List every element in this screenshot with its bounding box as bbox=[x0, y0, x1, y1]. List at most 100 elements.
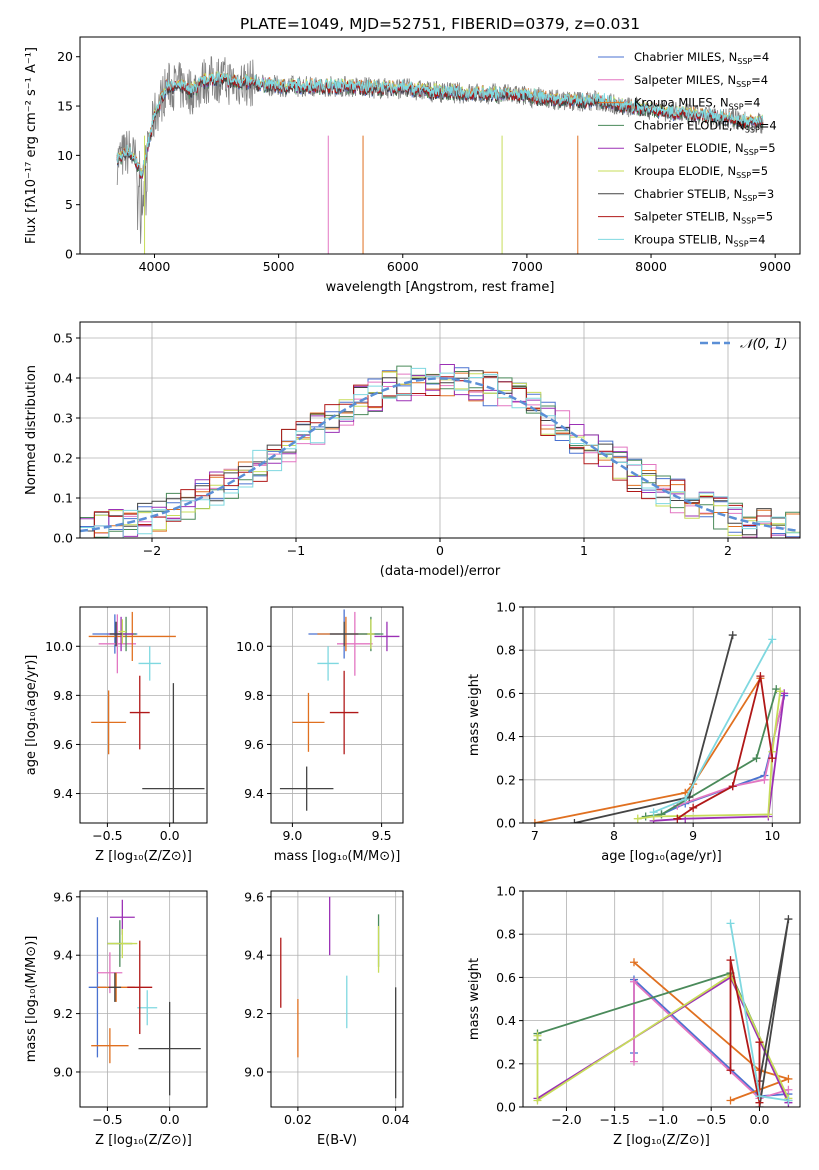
y-tick-label: 0.8 bbox=[496, 643, 516, 658]
legend-label: Chabrier STELIB, NSSP=3 bbox=[634, 187, 774, 203]
y-tick-label: 9.6 bbox=[244, 737, 264, 752]
y-tick-label: 20 bbox=[57, 49, 73, 64]
residual-histogram bbox=[80, 376, 800, 538]
plot-area bbox=[533, 915, 793, 1107]
y-tick-label: 9.4 bbox=[244, 948, 264, 963]
x-tick-label: −2 bbox=[143, 543, 161, 558]
y-tick-label: 9.4 bbox=[53, 948, 73, 963]
plot-area bbox=[280, 896, 397, 1099]
axes-frame bbox=[270, 606, 404, 824]
weight-series-line bbox=[536, 973, 790, 1103]
residual-histogram bbox=[80, 367, 800, 538]
y-tick-label: 0.6 bbox=[496, 686, 516, 701]
x-tick-label: 1 bbox=[580, 543, 588, 558]
weight-series-line bbox=[729, 959, 761, 1103]
x-tick-label: 9.0 bbox=[282, 828, 302, 843]
y-tick-label: 9.4 bbox=[244, 786, 264, 801]
y-tick-label: 1.0 bbox=[496, 600, 516, 615]
x-tick-label: 0 bbox=[436, 543, 444, 558]
weight-point-marker bbox=[768, 635, 777, 644]
legend-label: Salpeter MILES, NSSP=4 bbox=[634, 73, 768, 89]
weight-series-line bbox=[534, 677, 762, 823]
weight-point-marker bbox=[633, 814, 642, 823]
x-tick-label: −1 bbox=[287, 543, 305, 558]
x-axis-label: mass [log₁₀(M/M⊙)] bbox=[274, 849, 401, 864]
y-tick-label: 9.2 bbox=[53, 1006, 73, 1021]
weight-point-marker bbox=[726, 956, 735, 965]
y-tick-label: 10 bbox=[57, 148, 73, 163]
y-tick-label: 10.0 bbox=[45, 639, 73, 654]
legend: Chabrier MILES, NSSP=4 Salpeter MILES, NS… bbox=[598, 50, 777, 248]
massweight_vs_Z-panel: −2.0 −1.5 −1.0 −0.5 0.0 0.0 0.2 0.4 0.6 0.8 1.0 Z [… bbox=[467, 884, 801, 1148]
y-axis-label: mass weight bbox=[467, 958, 482, 1040]
plot-area bbox=[88, 899, 201, 1096]
y-tick-label: 0.5 bbox=[53, 331, 73, 346]
weight-point-marker bbox=[629, 958, 638, 967]
x-tick-label: 4000 bbox=[139, 259, 171, 274]
weight-point-marker bbox=[649, 808, 658, 817]
normal-reference-curve bbox=[80, 377, 800, 533]
x-tick-label: −0.5 bbox=[92, 1112, 122, 1127]
axes-frame bbox=[79, 36, 801, 255]
mass_vs_Z-panel: −0.5 0.0 9.0 9.2 9.4 9.6 Z [log₁₀(Z/Z⊙)] mass [… bbox=[24, 889, 208, 1148]
x-tick-label: 6000 bbox=[387, 259, 419, 274]
y-tick-label: 0.3 bbox=[53, 411, 73, 426]
y-tick-label: 5 bbox=[65, 197, 73, 212]
x-tick-label: 0.04 bbox=[382, 1112, 410, 1127]
model-spectrum bbox=[116, 71, 764, 177]
x-tick-label: −0.5 bbox=[696, 1112, 726, 1127]
weight-point-marker bbox=[728, 631, 737, 640]
weight-point-marker bbox=[689, 803, 698, 812]
y-tick-label: 0.0 bbox=[53, 531, 73, 546]
x-axis-label: (data-model)/error bbox=[380, 564, 501, 579]
x-tick-label: 9 bbox=[689, 828, 697, 843]
legend-label: Kroupa STELIB, NSSP=4 bbox=[634, 232, 765, 248]
weight-point-marker bbox=[533, 1031, 542, 1040]
weight-series-line bbox=[653, 693, 786, 822]
legend-label: Chabrier MILES, NSSP=4 bbox=[634, 50, 769, 66]
axes-frame bbox=[270, 890, 404, 1108]
weight-point-marker bbox=[764, 810, 773, 819]
weight-point-marker bbox=[755, 1092, 764, 1101]
y-axis-label: age [log₁₀(age/yr)] bbox=[24, 655, 39, 776]
massweight_vs_age-panel: 7 8 9 10 0.0 0.2 0.4 0.6 0.8 1.0 age [log₁₀(age/yr… bbox=[467, 600, 801, 864]
x-tick-label: 7 bbox=[531, 828, 539, 843]
weight-point-marker bbox=[728, 782, 737, 791]
residuals-panel: 𝒩(0, 1) −2 −1 0 1 2 0.0 0.1 0.2 0.3 0.4 0.5 (data-mo… bbox=[24, 321, 801, 579]
plot-area bbox=[80, 364, 800, 538]
x-tick-label: 9.5 bbox=[372, 828, 392, 843]
x-tick-label: 5000 bbox=[263, 259, 295, 274]
y-tick-label: 15 bbox=[57, 99, 73, 114]
x-tick-label: 0.02 bbox=[284, 1112, 312, 1127]
y-tick-label: 0.1 bbox=[53, 491, 73, 506]
weight-point-marker bbox=[755, 1038, 764, 1047]
weight-point-marker bbox=[530, 819, 539, 823]
weight-point-marker bbox=[752, 754, 761, 763]
weight-series-line bbox=[758, 918, 790, 1107]
y-tick-label: 0.6 bbox=[496, 970, 516, 985]
weight-point-marker bbox=[726, 1066, 735, 1075]
x-tick-label: 8000 bbox=[635, 259, 667, 274]
plot-area bbox=[88, 611, 205, 823]
weight-point-marker bbox=[726, 1096, 735, 1105]
axes-frame bbox=[79, 890, 208, 1108]
y-tick-label: 9.8 bbox=[53, 688, 73, 703]
weight-point-marker bbox=[570, 819, 579, 823]
y-tick-label: 1.0 bbox=[496, 884, 516, 899]
x-axis-label: wavelength [Angstrom, rest frame] bbox=[326, 280, 555, 295]
plot-area bbox=[279, 609, 400, 811]
x-axis-label: E(B-V) bbox=[317, 1133, 357, 1148]
weight-point-marker bbox=[784, 1096, 793, 1105]
weight-point-marker bbox=[533, 1096, 542, 1105]
weight-point-marker bbox=[629, 1057, 638, 1066]
y-tick-label: 0.2 bbox=[496, 1056, 516, 1071]
legend-label: Salpeter STELIB, NSSP=5 bbox=[634, 210, 773, 226]
y-tick-label: 9.6 bbox=[53, 737, 73, 752]
legend-label: Kroupa MILES, NSSP=4 bbox=[634, 96, 760, 112]
x-tick-label: −0.5 bbox=[92, 828, 122, 843]
y-axis-label: mass weight bbox=[467, 674, 482, 756]
weight-point-marker bbox=[768, 754, 777, 763]
x-tick-label: 8 bbox=[610, 828, 618, 843]
x-tick-label: −1.5 bbox=[600, 1112, 630, 1127]
y-tick-label: 0.2 bbox=[496, 772, 516, 787]
